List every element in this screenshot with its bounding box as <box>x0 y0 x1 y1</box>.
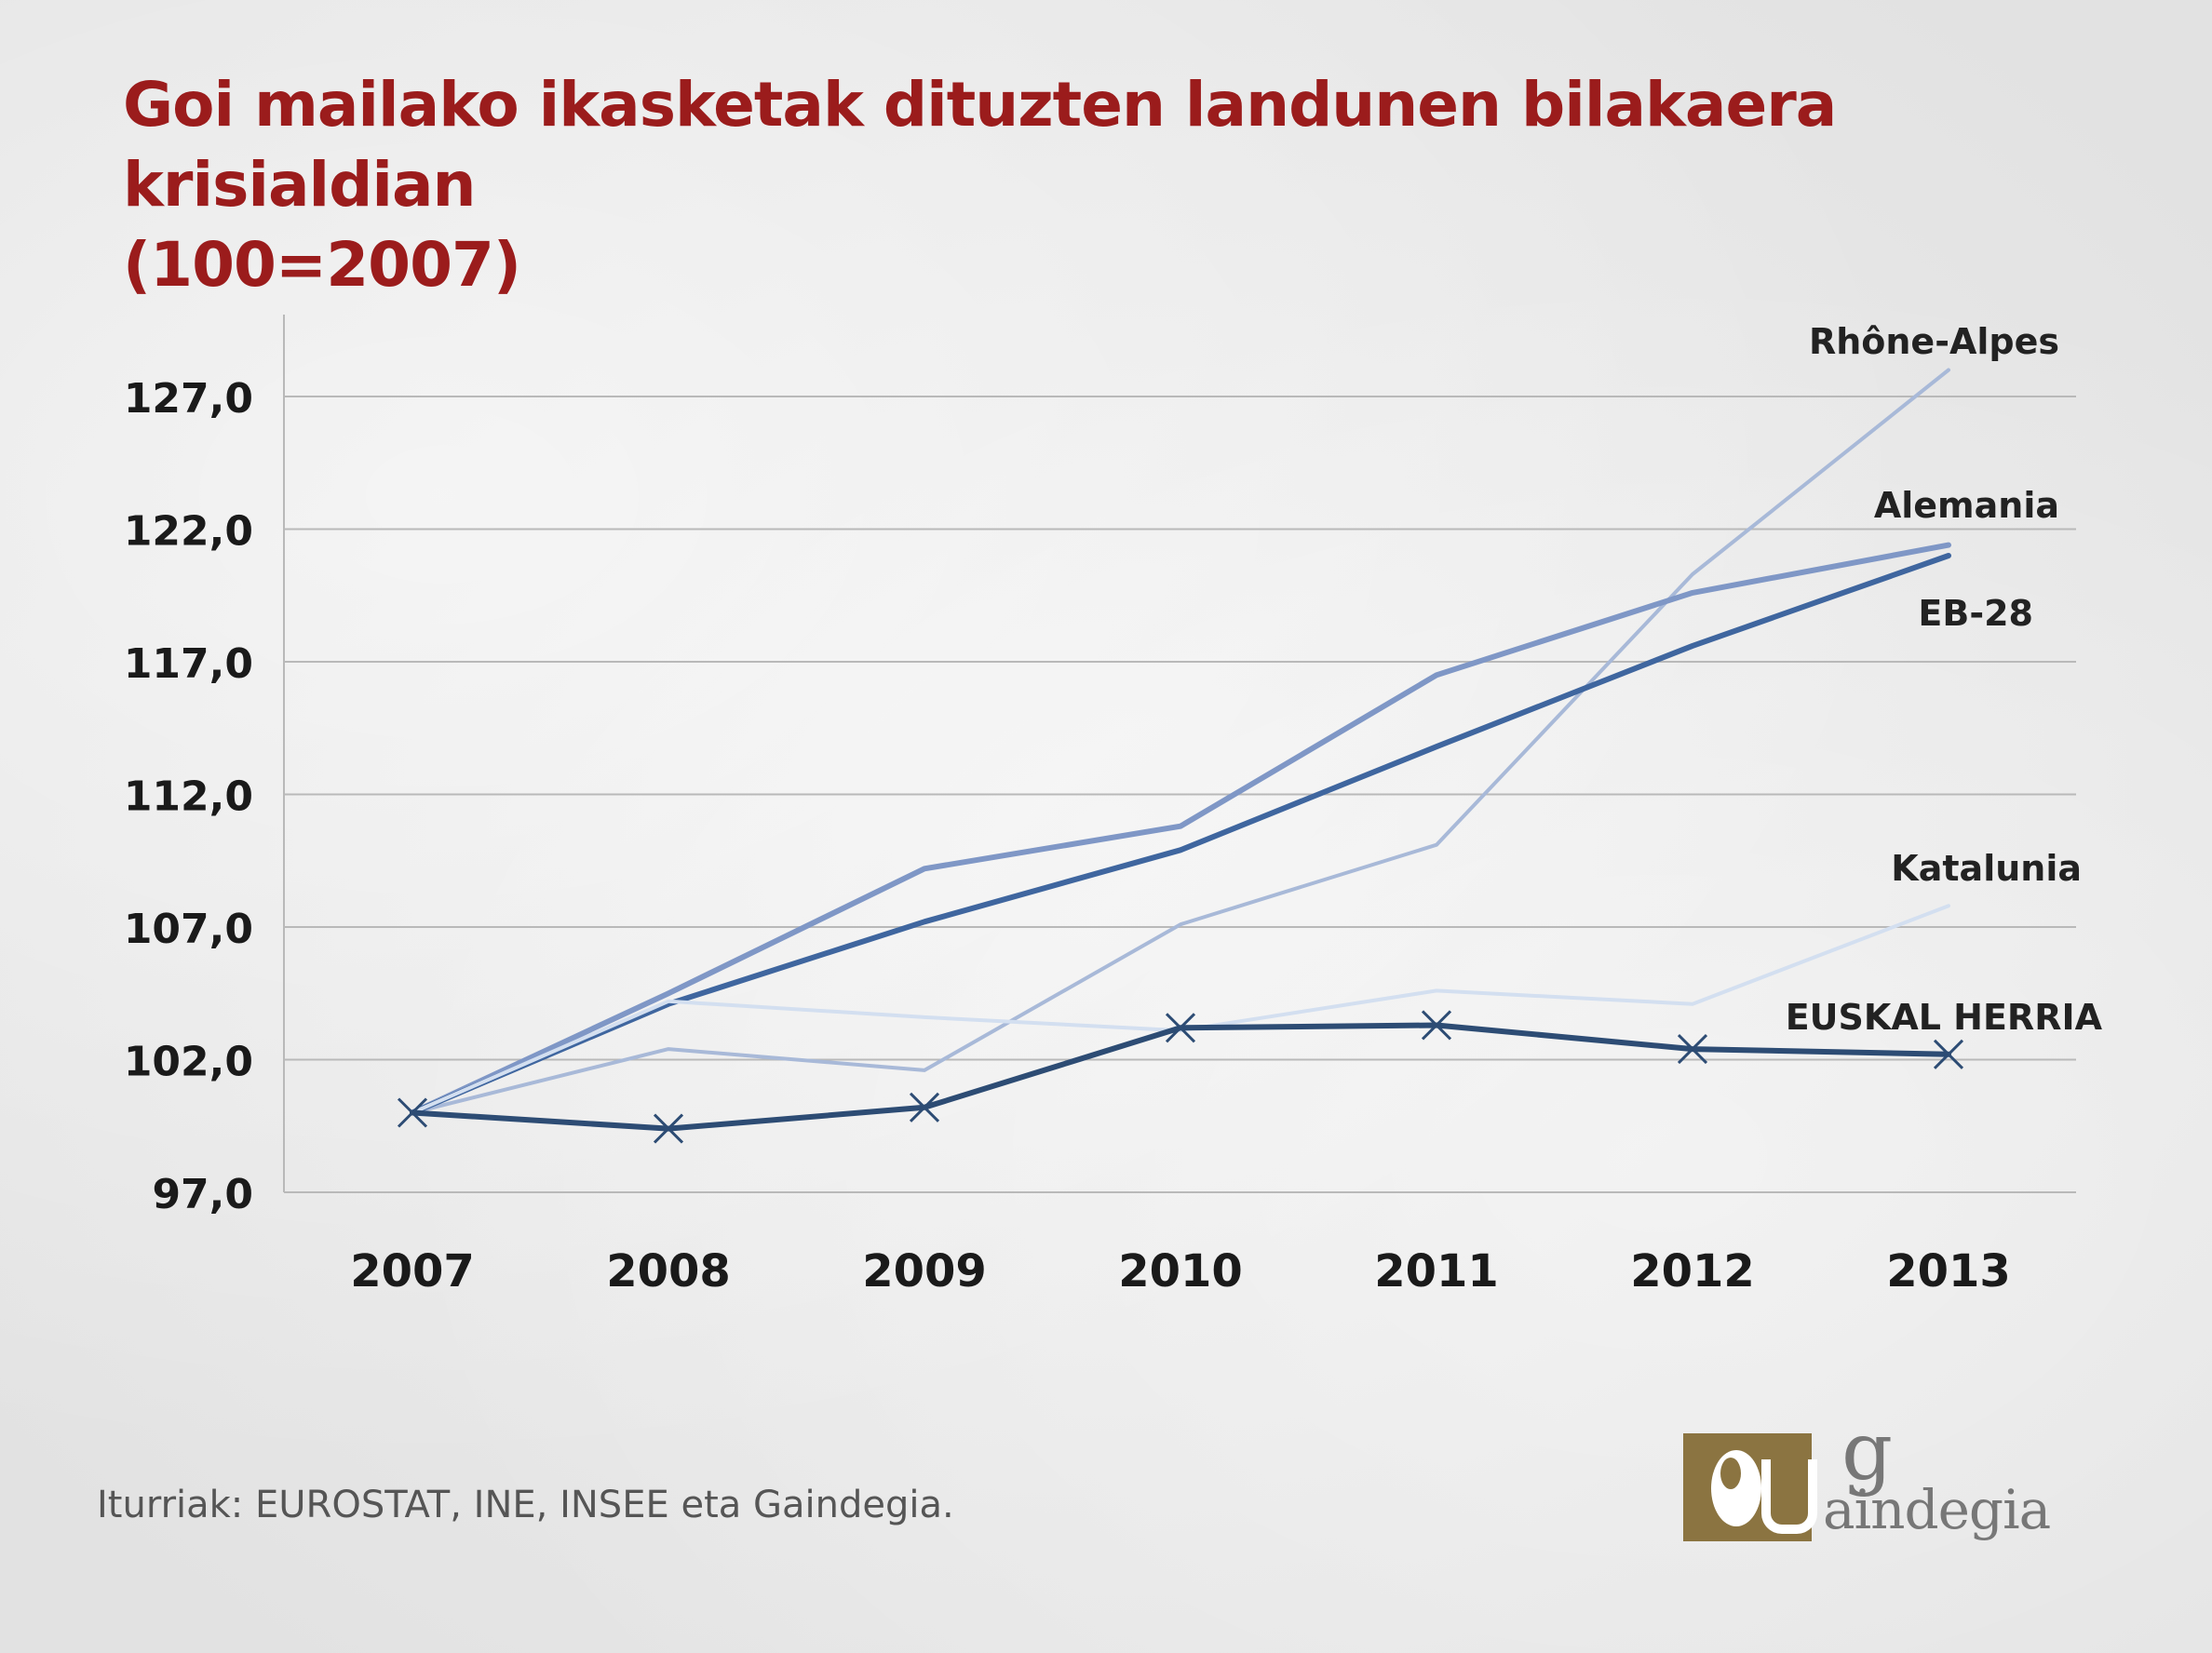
series-label-alemania: Alemania <box>1874 485 2059 526</box>
y-tick-label: 112,0 <box>124 773 253 821</box>
x-tick-label: 2011 <box>1374 1245 1499 1297</box>
series-label-eb-28: EB-28 <box>1918 593 2033 634</box>
series-line-rh-ne-alpes <box>411 368 1950 1115</box>
x-tick-label: 2012 <box>1630 1245 1755 1297</box>
y-tick-label: 102,0 <box>124 1039 253 1086</box>
data-point-marker <box>1677 1034 1708 1065</box>
y-axis-ticks: 97,0 102,0 107,0 112,0 117,0 122,0 127,0 <box>124 375 253 1218</box>
chart-title: Goi mailako ikasketak dituzten landunen … <box>123 65 2097 305</box>
x-tick-label: 2010 <box>1118 1245 1243 1297</box>
y-tick-label: 122,0 <box>124 508 253 556</box>
x-axis-ticks: 2007 2008 2009 2010 2011 2012 2013 <box>350 1245 2011 1297</box>
series-label-katalunia: Katalunia <box>1891 848 2082 889</box>
y-tick-label: 127,0 <box>124 375 253 423</box>
logo-wordmark: aindegia <box>1823 1478 2051 1541</box>
y-tick-label: 117,0 <box>124 640 253 688</box>
chart-title-line-2: (100=2007) <box>123 229 521 301</box>
x-tick-label: 2007 <box>350 1245 475 1297</box>
gaindegia-logo: g aindegia <box>1683 1405 2111 1601</box>
y-tick-label: 97,0 <box>152 1171 253 1218</box>
series-labels: Rhône-Alpes Alemania EB-28 Katalunia EUSKAL … <box>1786 321 2103 1038</box>
series-line-eb-28 <box>410 553 1951 1116</box>
grid-lines <box>283 315 2076 1193</box>
series-label-rh-ne-alpes: Rhône-Alpes <box>1809 321 2059 362</box>
y-tick-label: 107,0 <box>124 906 253 953</box>
series-line-katalunia <box>411 904 1950 1115</box>
data-point-marker <box>1933 1039 1964 1069</box>
data-point-marker <box>1165 1013 1196 1043</box>
series-label-euskal-herria: EUSKAL HERRIA <box>1786 997 2103 1038</box>
series-markers <box>397 1010 1964 1144</box>
chart-title-line-1: Goi mailako ikasketak dituzten landunen … <box>123 69 1837 221</box>
data-point-marker <box>909 1092 940 1122</box>
logo-initial: g <box>1841 1405 1894 1498</box>
series-line-euskal-herria <box>410 1022 1951 1132</box>
data-point-marker <box>653 1113 684 1144</box>
x-tick-label: 2009 <box>862 1245 987 1297</box>
data-point-marker <box>1421 1010 1452 1041</box>
x-tick-label: 2013 <box>1886 1245 2011 1297</box>
x-tick-label: 2008 <box>606 1245 731 1297</box>
series-lines <box>410 368 1951 1132</box>
data-point-marker <box>397 1097 428 1128</box>
logo-mark-icon <box>1683 1433 1817 1541</box>
source-note: Iturriak: EUROSTAT, INE, INSEE eta Gaind… <box>97 1484 954 1526</box>
series-line-alemania <box>410 542 1951 1116</box>
